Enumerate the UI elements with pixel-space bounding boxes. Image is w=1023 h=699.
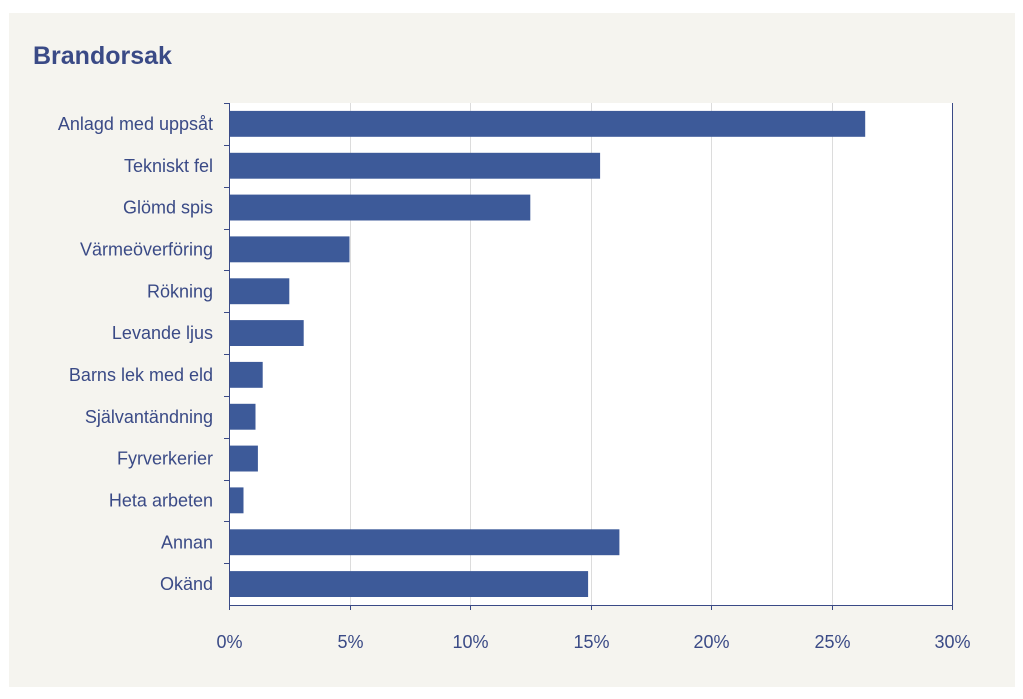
bar [230, 487, 244, 514]
bar [230, 194, 531, 221]
bar [230, 110, 866, 137]
category-label: Anlagd med uppsåt [58, 114, 213, 134]
x-tick-label: 0% [216, 632, 242, 652]
bar [230, 320, 304, 346]
category-label: Heta arbeten [109, 490, 213, 510]
bar [230, 571, 589, 597]
bar [230, 403, 256, 430]
x-tick-label: 5% [337, 632, 363, 652]
x-tick-labels: 0% 5% 10% 15% 20% 25% 30% [216, 605, 971, 652]
category-label: Glömd spis [123, 198, 213, 218]
category-label: Okänd [160, 574, 213, 594]
category-label: Fyrverkerier [117, 449, 213, 469]
bar [230, 278, 290, 305]
bar [230, 445, 258, 472]
x-tick-label: 10% [452, 632, 488, 652]
category-label: Barns lek med eld [69, 365, 213, 385]
plot-area [229, 103, 952, 605]
category-label: Självantändning [85, 407, 213, 427]
category-label: Levande ljus [112, 323, 213, 343]
bar [230, 236, 350, 263]
grid-lines [350, 103, 833, 605]
x-tick-label: 25% [814, 632, 850, 652]
axes [229, 103, 953, 606]
bars [230, 110, 866, 597]
bar [230, 361, 263, 388]
bar [230, 152, 601, 179]
category-label: Annan [161, 532, 213, 552]
category-labels: Anlagd med uppsåt Tekniskt fel Glömd spis V… [58, 103, 229, 594]
category-label: Tekniskt fel [124, 156, 213, 176]
category-label: Värmeöverföring [80, 239, 213, 259]
x-tick-label: 15% [573, 632, 609, 652]
bar [230, 529, 620, 556]
chart-title: Brandorsak [33, 42, 172, 70]
x-tick-label: 30% [934, 632, 970, 652]
x-tick-label: 20% [693, 632, 729, 652]
category-label: Rökning [147, 281, 213, 301]
